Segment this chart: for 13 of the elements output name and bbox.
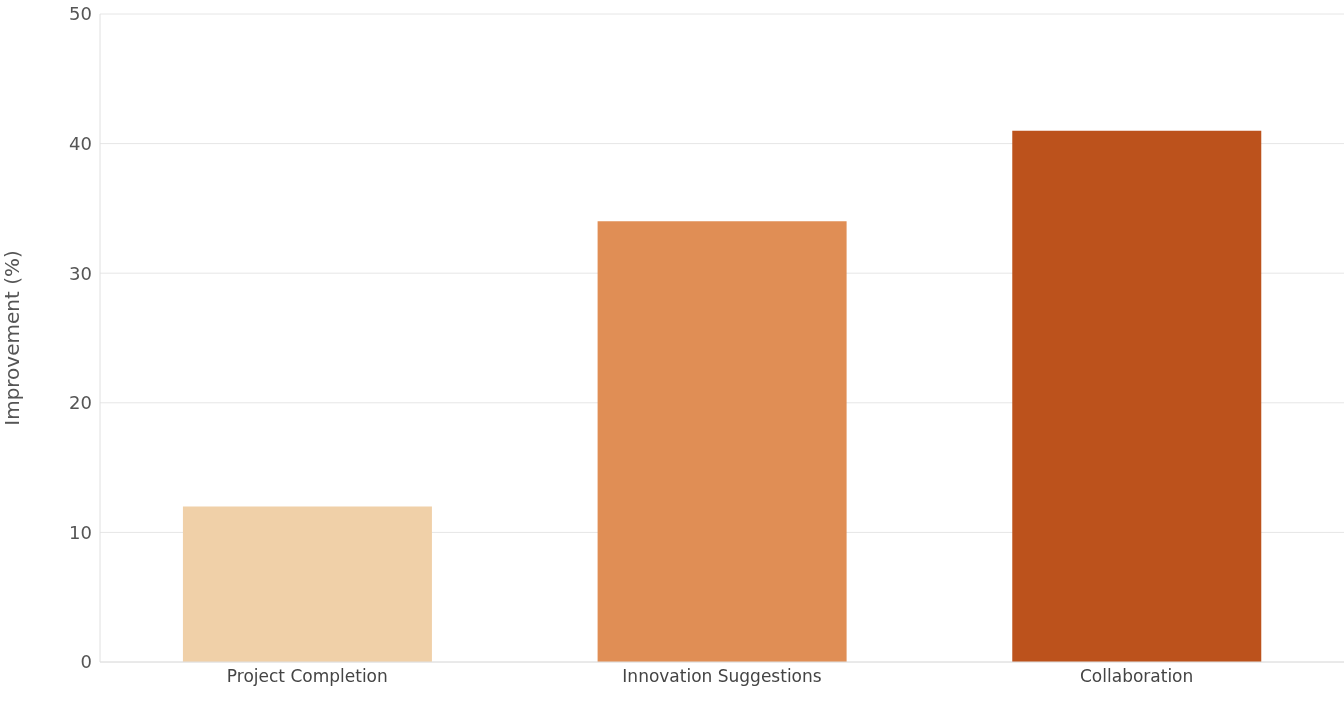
y-tick-label: 20 (69, 392, 92, 414)
y-tick-label: 0 (80, 651, 92, 673)
y-tick-label: 30 (69, 262, 92, 284)
bar (597, 221, 847, 662)
x-tick-label: Innovation Suggestions (622, 666, 822, 687)
y-tick-label: 40 (69, 132, 92, 154)
y-axis-title: Improvement (%) (0, 250, 25, 426)
y-tick-label: 10 (69, 521, 92, 543)
y-tick-label: 50 (69, 3, 92, 25)
bar (1012, 130, 1262, 662)
bar (182, 506, 432, 662)
x-tick-label: Project Completion (226, 666, 388, 687)
x-tick-label: Collaboration (1080, 666, 1194, 687)
